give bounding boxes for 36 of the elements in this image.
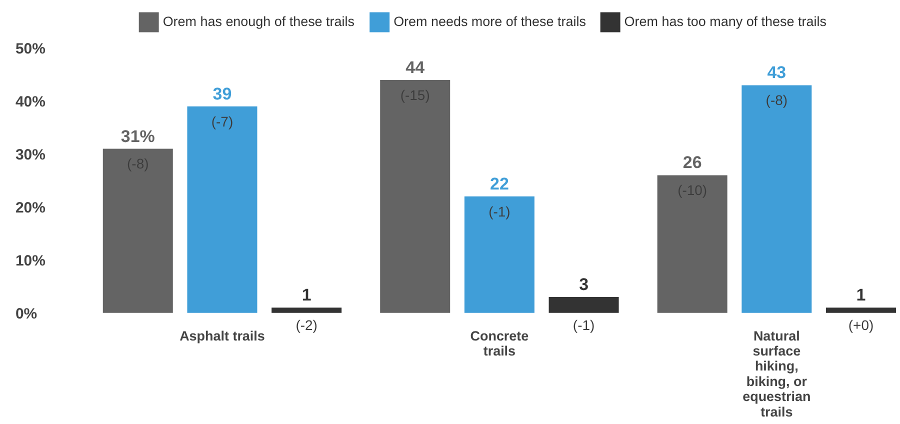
data-label: 39 (212, 84, 232, 104)
text: (+0) (848, 316, 874, 333)
data-label: 44 (406, 58, 426, 77)
data-label: 22 (490, 174, 509, 194)
x-tick-label: Asphalt trails (180, 328, 265, 344)
x-tick-label: Natural surface hiking, biking, or equestrian trails (742, 328, 811, 420)
annotation: (-1) (488, 203, 510, 220)
data-label: 3 (579, 275, 589, 294)
annotation: (-8) (766, 92, 788, 108)
y-tick-label: 30% (15, 146, 46, 164)
annotation: (-7) (211, 113, 234, 130)
data-label: 1 (856, 286, 866, 305)
y-tick-label: 20% (15, 199, 46, 216)
bar (187, 106, 258, 313)
y-tick-label: 40% (15, 94, 46, 111)
bar (657, 175, 728, 313)
data-label: 1 (302, 286, 312, 305)
bar (272, 308, 342, 313)
text: (-1) (572, 316, 595, 333)
bar (464, 196, 534, 313)
bar (548, 297, 619, 313)
y-tick-label: 10% (15, 252, 46, 270)
bar (102, 148, 173, 313)
legend-label: Orem has too many of these trails (624, 14, 827, 30)
bar (826, 308, 896, 313)
legend-label: Orem needs more of these trails (394, 14, 586, 30)
text: (-2) (296, 316, 318, 333)
legend-label: Orem has enough of these trails (162, 14, 355, 30)
bar (742, 85, 812, 313)
data-label: 43 (767, 63, 786, 82)
data-label: 26 (682, 153, 702, 172)
data-label: 31% (120, 126, 155, 146)
x-tick-label: Concrete trails (470, 328, 530, 359)
y-tick-label: 0% (15, 305, 38, 322)
y-tick-label: 50% (15, 40, 46, 58)
bar (380, 80, 450, 313)
